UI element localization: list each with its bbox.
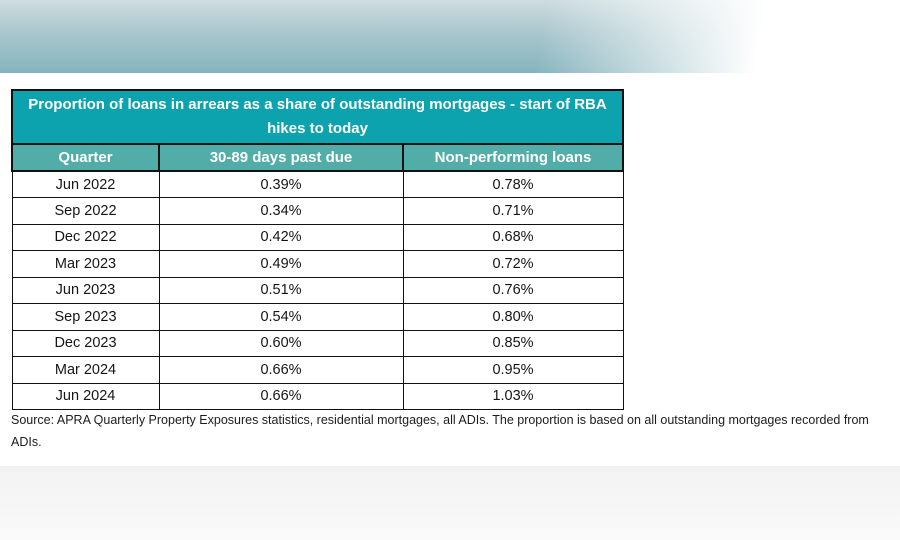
- table-row: Jun 2022 0.39% 0.78%: [11, 170, 624, 198]
- non-performing-cell: 0.76%: [402, 276, 624, 304]
- table-row: Mar 2024 0.66% 0.95%: [11, 356, 624, 384]
- past-due-cell: 0.39%: [158, 170, 404, 198]
- table-row: Dec 2023 0.60% 0.85%: [11, 329, 624, 357]
- past-due-cell: 0.51%: [158, 276, 404, 304]
- table-title-row: Proportion of loans in arrears as a shar…: [10, 89, 625, 145]
- past-due-cell: 0.66%: [158, 356, 404, 384]
- non-performing-cell: 0.80%: [402, 303, 624, 331]
- past-due-cell: 0.60%: [158, 329, 404, 357]
- past-due-cell: 0.34%: [158, 197, 404, 225]
- past-due-cell: 0.42%: [158, 223, 404, 251]
- table-row: Sep 2022 0.34% 0.71%: [11, 197, 624, 225]
- quarter-cell: Sep 2023: [11, 303, 160, 331]
- table-row: Sep 2023 0.54% 0.80%: [11, 303, 624, 331]
- non-performing-cell: 0.78%: [402, 170, 624, 198]
- non-performing-cell: 0.72%: [402, 250, 624, 278]
- column-header-past-due: 30-89 days past due: [158, 143, 404, 172]
- column-header-non-performing: Non-performing loans: [401, 143, 625, 172]
- quarter-cell: Jun 2024: [11, 382, 160, 410]
- table-title: Proportion of loans in arrears as a shar…: [10, 89, 625, 145]
- non-performing-cell: 0.85%: [402, 329, 624, 357]
- past-due-cell: 0.49%: [158, 250, 404, 278]
- non-performing-cell: 0.71%: [402, 197, 624, 225]
- quarter-cell: Sep 2022: [11, 197, 160, 225]
- quarter-cell: Jun 2022: [11, 170, 160, 198]
- source-note: Source: APRA Quarterly Property Exposure…: [11, 413, 869, 449]
- non-performing-cell: 1.03%: [402, 382, 624, 410]
- arrears-table: Proportion of loans in arrears as a shar…: [10, 89, 625, 410]
- table-header-row: Quarter 30-89 days past due Non-performi…: [11, 143, 625, 172]
- past-due-cell: 0.66%: [158, 382, 404, 410]
- table-body: Jun 2022 0.39% 0.78% Sep 2022 0.34% 0.71% Dec …: [11, 170, 624, 410]
- table-row: Jun 2024 0.66% 1.03%: [11, 382, 624, 410]
- past-due-cell: 0.54%: [158, 303, 404, 331]
- quarter-cell: Mar 2024: [11, 356, 160, 384]
- decorative-top-banner: [0, 0, 900, 73]
- table-row: Dec 2022 0.42% 0.68%: [11, 223, 624, 251]
- non-performing-cell: 0.95%: [402, 356, 624, 384]
- column-header-quarter: Quarter: [11, 143, 160, 172]
- quarter-cell: Jun 2023: [11, 276, 160, 304]
- table-row: Jun 2023 0.51% 0.76%: [11, 276, 624, 304]
- decorative-bottom-band: [0, 466, 900, 540]
- quarter-cell: Dec 2022: [11, 223, 160, 251]
- non-performing-cell: 0.68%: [402, 223, 624, 251]
- quarter-cell: Dec 2023: [11, 329, 160, 357]
- quarter-cell: Mar 2023: [11, 250, 160, 278]
- table-row: Mar 2023 0.49% 0.72%: [11, 250, 624, 278]
